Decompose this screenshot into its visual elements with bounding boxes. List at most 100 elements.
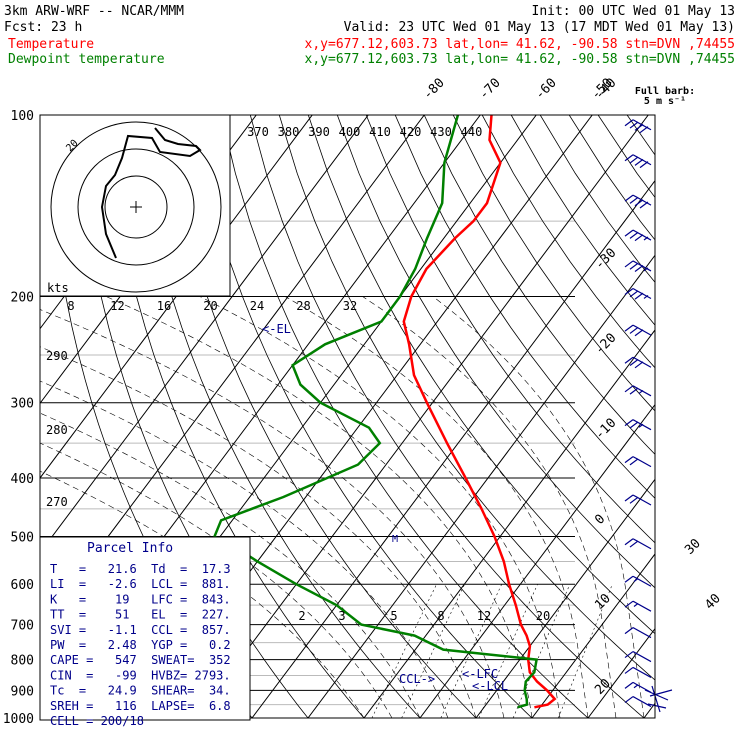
dry-adiabat-line [191, 115, 533, 718]
barb-note-line1: Full barb: [635, 86, 695, 97]
wind-barb [624, 666, 652, 678]
pressure-tick-label: 500 [11, 530, 34, 545]
temperature-tick-label: 20 [592, 676, 614, 698]
wind-barb-flag [629, 290, 639, 298]
parcel-info-title: Parcel Info [87, 541, 173, 556]
dry-adiabat-line [336, 115, 655, 589]
wind-barb-flag [634, 329, 644, 337]
wind-barb [624, 287, 652, 300]
theta-label: 380 [278, 125, 300, 139]
dry-adiabat-line [307, 115, 655, 635]
isotherm-line [195, 115, 649, 718]
isotherm-line [40, 115, 369, 554]
wind-barb-flag [624, 627, 634, 635]
isotherm-line [587, 627, 655, 718]
wind-barb [624, 119, 652, 134]
wind-barb-flag [629, 421, 639, 429]
dry-adiabat-line [481, 115, 655, 369]
lfc-marker: <-LFC [462, 667, 498, 681]
isotherm-line [475, 478, 655, 718]
isotherm-line [700, 115, 740, 718]
theta-e-label: 270 [46, 495, 68, 509]
pressure-tick-label: 700 [11, 619, 34, 634]
wind-barb [624, 627, 652, 639]
wind-barb-flag [629, 496, 639, 504]
pressure-tick-label: 900 [11, 684, 34, 699]
moist-adiabat-line [40, 380, 449, 718]
moist-adiabat-line [284, 296, 589, 718]
wind-barb-flag [629, 387, 639, 395]
lcl-marker: <-LCL [472, 679, 508, 693]
hodograph-ring [104, 175, 168, 239]
wind-barb-flag [634, 265, 644, 273]
theta-label: 400 [339, 125, 361, 139]
moist-adiabat-line [40, 309, 505, 718]
hodograph-ring [50, 121, 222, 293]
wind-barb [624, 494, 652, 506]
surface-wind-cluster [644, 685, 673, 713]
level-markers: <-EL <-LFC <-LCL CCL-> M [262, 322, 508, 693]
hodograph: 20 [39, 114, 231, 297]
wind-barb-flag [624, 666, 634, 674]
parcel-info-row: TT = 51 EL = 227. [50, 608, 231, 622]
theta-label: 440 [461, 125, 483, 139]
dry-adiabat-line [539, 115, 655, 283]
dry-adiabat-line [134, 115, 421, 718]
parcel-info-row: SVI = -1.1 CCL = 857. [50, 623, 231, 637]
isotherm-line [363, 329, 655, 718]
wind-barb-flag [624, 229, 634, 237]
temperature-tick-label: 0 [592, 512, 608, 528]
dry-adiabat-line [452, 115, 655, 412]
temperature-tick-label: 30 [682, 536, 704, 558]
wind-barb-flag [629, 540, 639, 548]
temperature-tick-label: -30 [592, 246, 619, 273]
mixing-ratio-label: 3 [338, 609, 345, 623]
wind-barb-flag [624, 681, 634, 689]
wind-barb [624, 456, 652, 468]
wind-barb-flag [629, 156, 639, 164]
parcel-info-row: SREH = 116 LAPSE= 6.8 [50, 699, 231, 713]
header: 3km ARW-WRF -- NCAR/MMM Init: 00 UTC Wed… [4, 4, 735, 107]
wind-barb [624, 575, 652, 587]
wind-barb-flag [624, 194, 634, 202]
dry-adiabat-line [423, 115, 655, 455]
wind-barb-flag [624, 385, 634, 393]
init-time: Init: 00 UTC Wed 01 May 13 [532, 4, 736, 19]
dry-adiabat-line [510, 115, 655, 326]
dry-adiabat-line [656, 115, 740, 718]
parcel-info-row: PW = 2.48 YGP = 0.2 [50, 638, 231, 652]
legend-dewpoint: Dewpoint temperature [8, 52, 165, 67]
parcel-info-row: CELL = 200/18 [50, 714, 144, 728]
wind-barb [624, 538, 652, 550]
wind-barb-shaft [632, 627, 652, 639]
wind-barb-flag [624, 419, 634, 427]
wind-barb [624, 229, 652, 242]
wind-barb-flag [634, 234, 644, 242]
dry-adiabat-line [597, 115, 655, 199]
profile-curves [212, 115, 557, 709]
wind-barb [624, 260, 652, 273]
wind-barb-shaft [632, 575, 652, 587]
isotherm-line [419, 403, 655, 718]
pressure-tick-label: 1000 [3, 712, 34, 727]
hodograph-speed-label: 28 [296, 299, 310, 313]
dry-adiabat-line [685, 115, 740, 718]
theta-label: 420 [400, 125, 422, 139]
temperature-tick-label: -70 [476, 76, 503, 103]
moist-adiabat-line [432, 296, 645, 718]
mixing-ratio-line [371, 584, 437, 718]
pressure-tick-label: 300 [11, 397, 34, 412]
pressure-tick-label: 600 [11, 578, 34, 593]
parcel-info-box [39, 536, 251, 721]
wind-barb-half [638, 423, 644, 428]
isotherm-line [307, 254, 655, 718]
mixing-ratio-label: 5 [390, 609, 397, 623]
plot-frame [39, 114, 656, 719]
dry-adiabat-line [162, 115, 477, 718]
wind-barb [624, 324, 652, 337]
wind-barb-half [643, 294, 649, 299]
mixing-ratio-label: 8 [437, 609, 444, 623]
model-title: 3km ARW-WRF -- NCAR/MMM [4, 4, 184, 19]
parcel-info-panel: Parcel Info T = 21.6 Td = 17.3LI = -2.6 L… [39, 536, 251, 728]
hodograph-ring [77, 148, 195, 266]
